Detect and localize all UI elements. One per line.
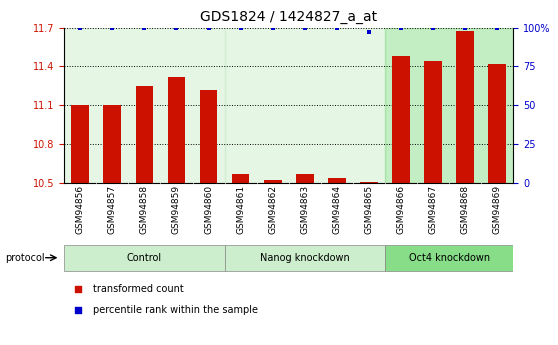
- Bar: [136, 86, 153, 183]
- Bar: [224, 245, 385, 271]
- Bar: [103, 105, 121, 183]
- Bar: [392, 56, 410, 183]
- Bar: [64, 245, 224, 271]
- Point: [429, 25, 437, 30]
- Point: [268, 25, 277, 30]
- Point: [204, 25, 213, 30]
- Bar: [385, 245, 513, 271]
- Text: GSM94860: GSM94860: [204, 185, 213, 234]
- Point: [172, 25, 181, 30]
- Text: Nanog knockdown: Nanog knockdown: [260, 253, 350, 263]
- Text: GSM94863: GSM94863: [300, 185, 309, 234]
- Text: GSM94857: GSM94857: [108, 185, 117, 234]
- Bar: [64, 28, 224, 183]
- Point: [76, 25, 85, 30]
- Text: Oct4 knockdown: Oct4 knockdown: [408, 253, 490, 263]
- Bar: [385, 28, 513, 183]
- Point: [73, 286, 82, 291]
- Bar: [488, 64, 506, 183]
- Text: GSM94867: GSM94867: [429, 185, 437, 234]
- Point: [300, 25, 309, 30]
- Title: GDS1824 / 1424827_a_at: GDS1824 / 1424827_a_at: [200, 10, 377, 24]
- Point: [461, 25, 470, 30]
- Point: [493, 25, 502, 30]
- Text: GSM94868: GSM94868: [461, 185, 470, 234]
- Bar: [360, 181, 378, 183]
- Text: GSM94869: GSM94869: [493, 185, 502, 234]
- Point: [364, 30, 373, 35]
- Text: percentile rank within the sample: percentile rank within the sample: [93, 305, 258, 315]
- Text: GSM94864: GSM94864: [333, 185, 341, 234]
- Bar: [424, 61, 442, 183]
- Text: GSM94859: GSM94859: [172, 185, 181, 234]
- Point: [140, 25, 149, 30]
- Bar: [200, 90, 218, 183]
- Bar: [296, 175, 314, 183]
- Text: GSM94862: GSM94862: [268, 185, 277, 234]
- Text: GSM94856: GSM94856: [76, 185, 85, 234]
- Text: Control: Control: [127, 253, 162, 263]
- Point: [333, 25, 341, 30]
- Text: protocol: protocol: [6, 253, 45, 263]
- Bar: [328, 178, 346, 183]
- Point: [236, 25, 245, 30]
- Text: GSM94858: GSM94858: [140, 185, 149, 234]
- Text: GSM94861: GSM94861: [236, 185, 245, 234]
- Bar: [264, 180, 282, 183]
- Point: [397, 25, 406, 30]
- Text: GSM94865: GSM94865: [364, 185, 373, 234]
- Bar: [167, 77, 185, 183]
- Point: [108, 25, 117, 30]
- Text: GSM94866: GSM94866: [397, 185, 406, 234]
- Text: transformed count: transformed count: [93, 284, 184, 294]
- Bar: [456, 31, 474, 183]
- Bar: [71, 105, 89, 183]
- Point: [73, 307, 82, 313]
- Bar: [232, 175, 249, 183]
- Bar: [224, 28, 385, 183]
